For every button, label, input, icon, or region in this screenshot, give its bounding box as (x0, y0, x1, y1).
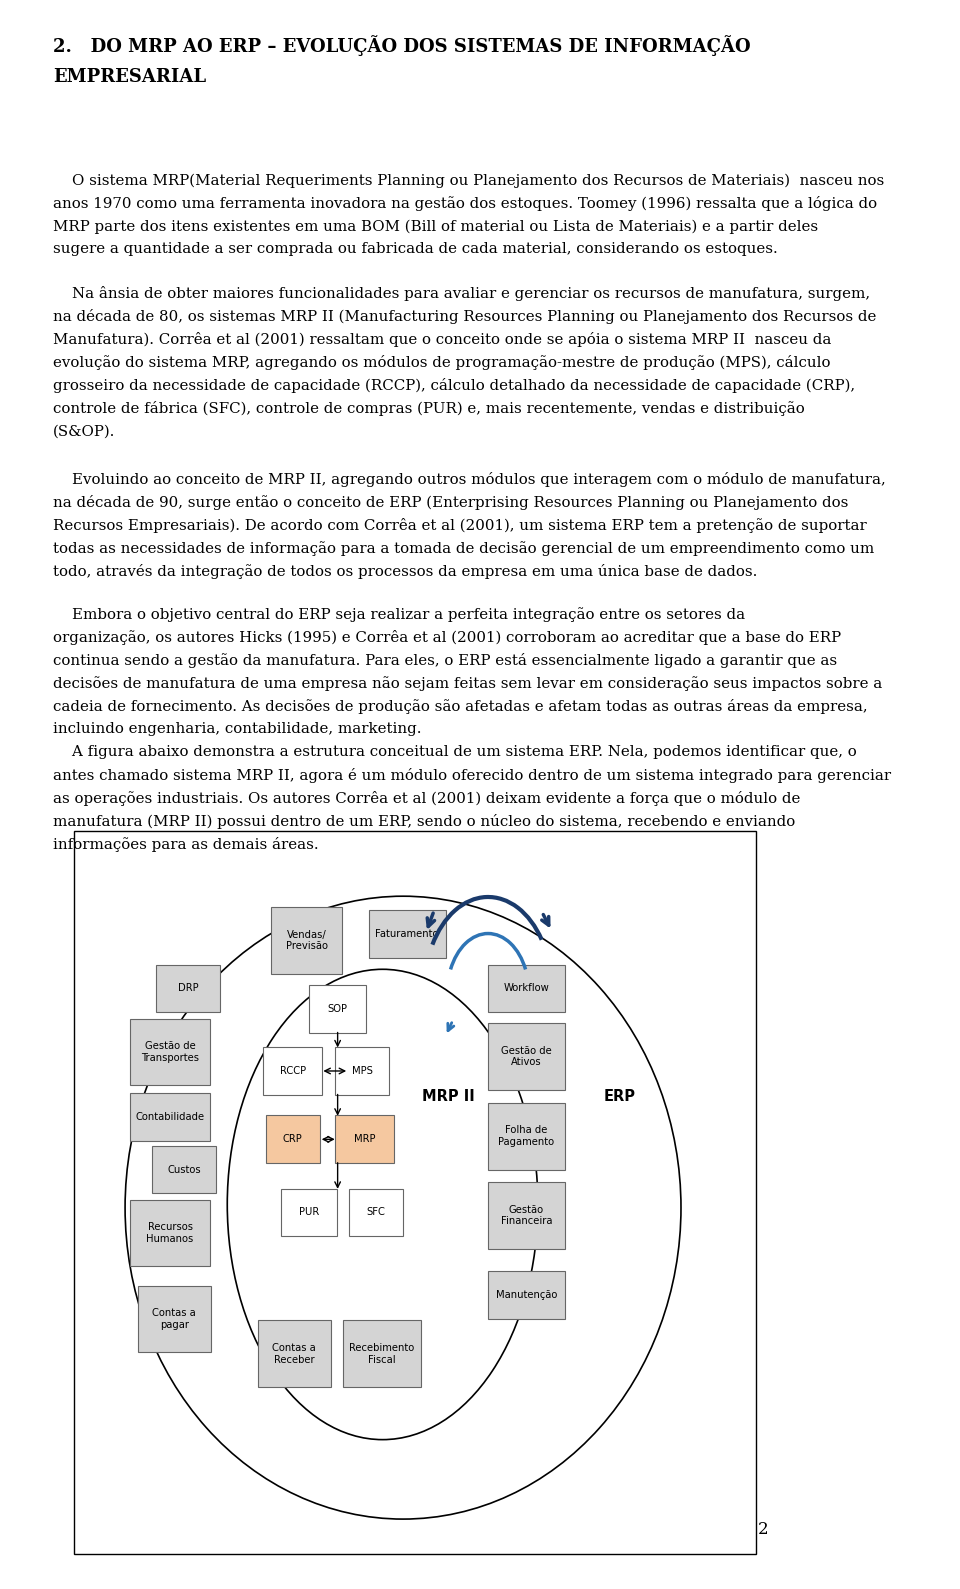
Text: Contabilidade: Contabilidade (135, 1112, 204, 1122)
Text: decisões de manufatura de uma empresa não sejam feitas sem levar em consideração: decisões de manufatura de uma empresa nã… (53, 677, 882, 691)
FancyBboxPatch shape (488, 965, 564, 1012)
Text: Recursos Empresariais). De acordo com Corrêa et al (2001), um sistema ERP tem a : Recursos Empresariais). De acordo com Co… (53, 518, 867, 532)
Text: Contas a
pagar: Contas a pagar (153, 1308, 196, 1330)
FancyBboxPatch shape (335, 1047, 389, 1095)
FancyBboxPatch shape (488, 1271, 564, 1319)
Text: Gestão de
Ativos: Gestão de Ativos (501, 1046, 552, 1068)
FancyBboxPatch shape (309, 985, 366, 1033)
Text: Gestão
Financeira: Gestão Financeira (501, 1204, 552, 1227)
Text: Vendas/
Previsão: Vendas/ Previsão (285, 930, 327, 952)
Text: A figura abaixo demonstra a estrutura conceitual de um sistema ERP. Nela, podemo: A figura abaixo demonstra a estrutura co… (53, 745, 857, 760)
FancyBboxPatch shape (335, 1115, 394, 1163)
Text: DRP: DRP (178, 984, 199, 993)
Text: MRP II: MRP II (421, 1088, 474, 1104)
Text: cadeia de fornecimento. As decisões de produção são afetadas e afetam todas as o: cadeia de fornecimento. As decisões de p… (53, 699, 868, 713)
Text: antes chamado sistema MRP II, agora é um módulo oferecido dentro de um sistema i: antes chamado sistema MRP II, agora é um… (53, 767, 891, 783)
FancyBboxPatch shape (263, 1047, 323, 1095)
Text: evolução do sistema MRP, agregando os módulos de programação-mestre de produção : evolução do sistema MRP, agregando os mó… (53, 354, 830, 370)
Text: MRP: MRP (354, 1135, 375, 1144)
FancyBboxPatch shape (488, 1182, 564, 1249)
Text: na década de 90, surge então o conceito de ERP (Enterprising Resources Planning : na década de 90, surge então o conceito … (53, 496, 849, 510)
Text: Faturamento: Faturamento (375, 930, 439, 939)
FancyBboxPatch shape (369, 910, 445, 958)
Text: anos 1970 como uma ferramenta inovadora na gestão dos estoques. Toomey (1996) re: anos 1970 como uma ferramenta inovadora … (53, 195, 877, 211)
Text: Evoluindo ao conceito de MRP II, agregando outros módulos que interagem com o mó: Evoluindo ao conceito de MRP II, agregan… (53, 472, 886, 486)
FancyBboxPatch shape (488, 1023, 564, 1090)
Text: todo, através da integração de todos os processos da empresa em uma única base d: todo, através da integração de todos os … (53, 564, 757, 578)
Text: SOP: SOP (327, 1004, 348, 1014)
FancyBboxPatch shape (349, 1189, 403, 1236)
Text: 2.   DO MRP AO ERP – EVOLUÇÃO DOS SISTEMAS DE INFORMAÇÃO: 2. DO MRP AO ERP – EVOLUÇÃO DOS SISTEMAS… (53, 35, 751, 56)
Text: (S&OP).: (S&OP). (53, 424, 115, 439)
Text: Embora o objetivo central do ERP seja realizar a perfeita integração entre os se: Embora o objetivo central do ERP seja re… (53, 607, 745, 621)
Text: na década de 80, os sistemas MRP II (Manufacturing Resources Planning ou Planeja: na década de 80, os sistemas MRP II (Man… (53, 308, 876, 324)
Text: SFC: SFC (367, 1208, 386, 1217)
FancyBboxPatch shape (137, 1286, 210, 1352)
Text: Recebimento
Fiscal: Recebimento Fiscal (349, 1343, 415, 1365)
Text: Recursos
Humanos: Recursos Humanos (147, 1222, 194, 1244)
Text: manufatura (MRP II) possui dentro de um ERP, sendo o núcleo do sistema, recebend: manufatura (MRP II) possui dentro de um … (53, 814, 796, 829)
Text: organização, os autores Hicks (1995) e Corrêa et al (2001) corroboram ao acredit: organização, os autores Hicks (1995) e C… (53, 629, 841, 645)
FancyBboxPatch shape (131, 1200, 209, 1266)
Text: sugere a quantidade a ser comprada ou fabricada de cada material, considerando o: sugere a quantidade a ser comprada ou fa… (53, 242, 778, 256)
FancyBboxPatch shape (152, 1146, 216, 1193)
Text: PUR: PUR (299, 1208, 319, 1217)
Text: O sistema MRP(Material Requeriments Planning ou Planejamento dos Recursos de Mat: O sistema MRP(Material Requeriments Plan… (53, 173, 884, 188)
Text: continua sendo a gestão da manufatura. Para eles, o ERP está essencialmente liga: continua sendo a gestão da manufatura. P… (53, 653, 837, 667)
Text: RCCP: RCCP (279, 1066, 305, 1076)
Text: todas as necessidades de informação para a tomada de decisão gerencial de um emp: todas as necessidades de informação para… (53, 540, 875, 556)
Text: Custos: Custos (167, 1165, 201, 1174)
Text: CRP: CRP (283, 1135, 302, 1144)
Text: Na ânsia de obter maiores funcionalidades para avaliar e gerenciar os recursos d: Na ânsia de obter maiores funcionalidade… (53, 286, 871, 300)
Text: incluindo engenharia, contabilidade, marketing.: incluindo engenharia, contabilidade, mar… (53, 721, 421, 736)
Text: as operações industriais. Os autores Corrêa et al (2001) deixam evidente a força: as operações industriais. Os autores Cor… (53, 791, 801, 806)
Text: ERP: ERP (604, 1088, 636, 1104)
Text: Workflow: Workflow (504, 984, 549, 993)
Text: EMPRESARIAL: EMPRESARIAL (53, 68, 206, 86)
Text: MPS: MPS (351, 1066, 372, 1076)
FancyBboxPatch shape (281, 1189, 337, 1236)
Text: MRP parte dos itens existentes em uma BOM (Bill of material ou Lista de Materiai: MRP parte dos itens existentes em uma BO… (53, 219, 818, 234)
FancyBboxPatch shape (266, 1115, 320, 1163)
Text: Contas a
Receber: Contas a Receber (273, 1343, 316, 1365)
FancyBboxPatch shape (488, 1103, 564, 1170)
Text: Folha de
Pagamento: Folha de Pagamento (498, 1125, 555, 1147)
Text: Gestão de
Transportes: Gestão de Transportes (141, 1041, 199, 1063)
FancyBboxPatch shape (343, 1320, 421, 1387)
Text: 2: 2 (757, 1521, 768, 1538)
FancyBboxPatch shape (258, 1320, 330, 1387)
FancyBboxPatch shape (156, 965, 221, 1012)
FancyBboxPatch shape (131, 1019, 209, 1085)
Text: Manutenção: Manutenção (495, 1290, 557, 1300)
Text: grosseiro da necessidade de capacidade (RCCP), cálculo detalhado da necessidade : grosseiro da necessidade de capacidade (… (53, 378, 855, 392)
Text: controle de fábrica (SFC), controle de compras (PUR) e, mais recentemente, venda: controle de fábrica (SFC), controle de c… (53, 400, 804, 416)
FancyBboxPatch shape (271, 907, 342, 974)
Bar (74, 831, 756, 1554)
Text: informações para as demais áreas.: informações para as demais áreas. (53, 837, 319, 852)
FancyBboxPatch shape (131, 1093, 209, 1141)
Text: Manufatura). Corrêa et al (2001) ressaltam que o conceito onde se apóia o sistem: Manufatura). Corrêa et al (2001) ressalt… (53, 332, 831, 346)
